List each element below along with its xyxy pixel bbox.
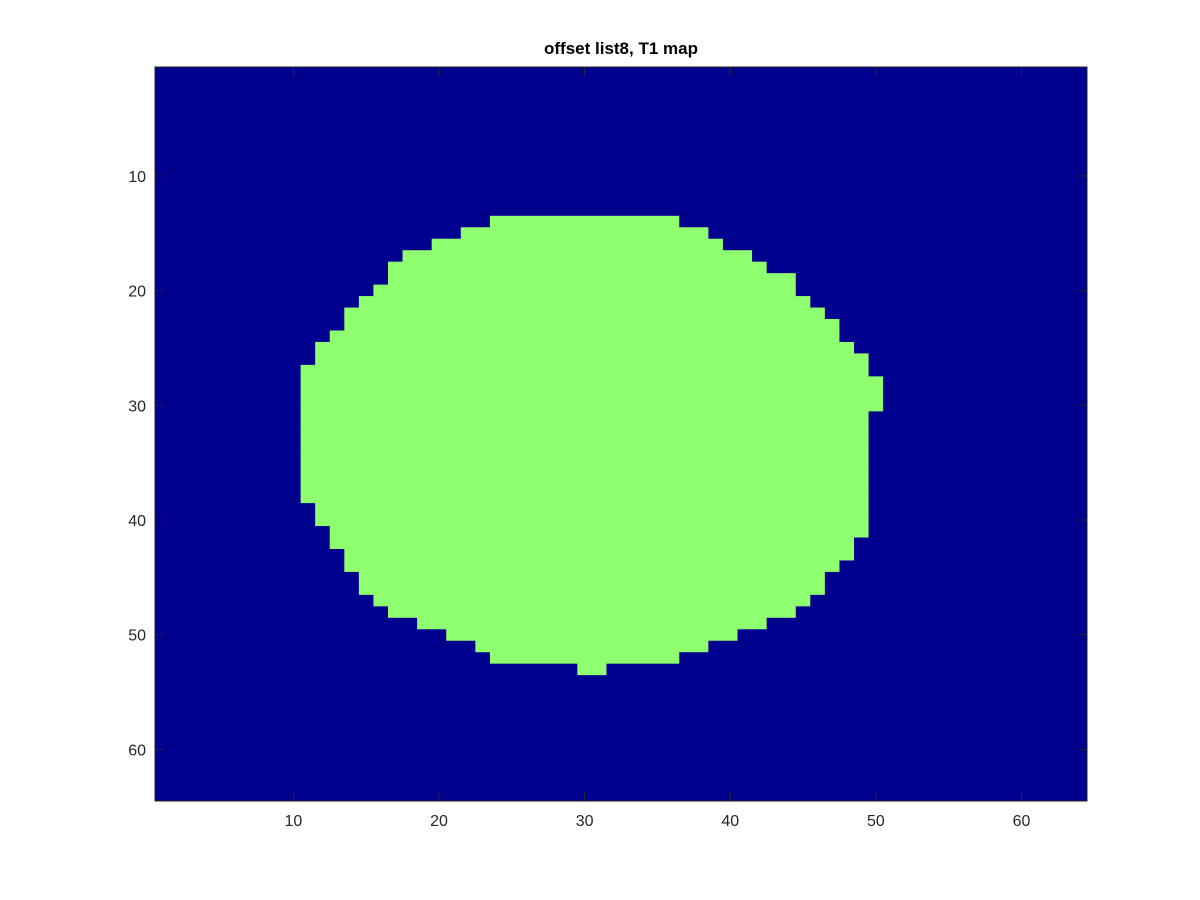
region-row-42 [329, 536, 854, 549]
region-row-23 [344, 319, 840, 332]
region-row-20 [373, 284, 796, 297]
region-cells [300, 215, 884, 676]
region-row-52 [489, 651, 680, 664]
axes-ticks [155, 67, 1087, 801]
region-row-19 [388, 273, 796, 286]
region-row-28 [300, 376, 884, 389]
region-row-15 [460, 227, 709, 240]
region-row-18 [388, 261, 767, 274]
region-row-33 [300, 433, 869, 446]
region-row-14 [489, 215, 680, 228]
tick-labels: 10 20 30 40 50 60 10 20 30 40 50 60 [128, 169, 1030, 830]
region-row-39 [315, 502, 869, 515]
region-row-49 [417, 617, 767, 630]
region-row-29 [300, 387, 884, 400]
region-row-36 [300, 468, 869, 481]
region-row-45 [358, 571, 825, 584]
region-row-48 [388, 605, 796, 618]
region-row-24 [329, 330, 840, 343]
region-row-35 [300, 456, 869, 469]
region-row-21 [358, 296, 811, 309]
region-row-30 [300, 399, 884, 412]
region-row-51 [475, 640, 709, 653]
region-row-50 [446, 628, 738, 641]
y-tick-label-30: 30 [128, 398, 146, 415]
region-row-46 [358, 582, 825, 595]
region-row-38 [300, 491, 869, 504]
region-row-22 [344, 307, 825, 320]
x-tick-label-60: 60 [1013, 813, 1031, 830]
region-row-53 [577, 663, 607, 676]
region-row-32 [300, 422, 869, 435]
region-row-37 [300, 479, 869, 492]
x-tick-label-40: 40 [721, 813, 739, 830]
y-tick-label-60: 60 [128, 742, 146, 759]
x-tick-label-30: 30 [576, 813, 594, 830]
y-tick-label-40: 40 [128, 513, 146, 530]
y-tick-label-20: 20 [128, 284, 146, 301]
region-row-47 [373, 594, 811, 607]
plot-area [155, 67, 1087, 801]
region-row-16 [431, 238, 723, 251]
region-row-41 [329, 525, 869, 538]
region-row-44 [344, 559, 840, 572]
chart-title: offset list8, T1 map [544, 39, 698, 58]
region-row-31 [300, 410, 869, 423]
axes-frame [154, 66, 1088, 802]
region-row-43 [344, 548, 854, 561]
x-tick-label-10: 10 [284, 813, 302, 830]
region-row-27 [300, 364, 869, 377]
region-row-17 [402, 250, 753, 263]
region-row-26 [315, 353, 869, 366]
y-tick-label-50: 50 [128, 628, 146, 645]
region-row-40 [315, 513, 869, 527]
region-row-34 [300, 445, 869, 458]
y-tick-label-10: 10 [128, 169, 146, 186]
region-row-25 [315, 341, 854, 355]
x-tick-label-20: 20 [430, 813, 448, 830]
x-tick-label-50: 50 [867, 813, 885, 830]
